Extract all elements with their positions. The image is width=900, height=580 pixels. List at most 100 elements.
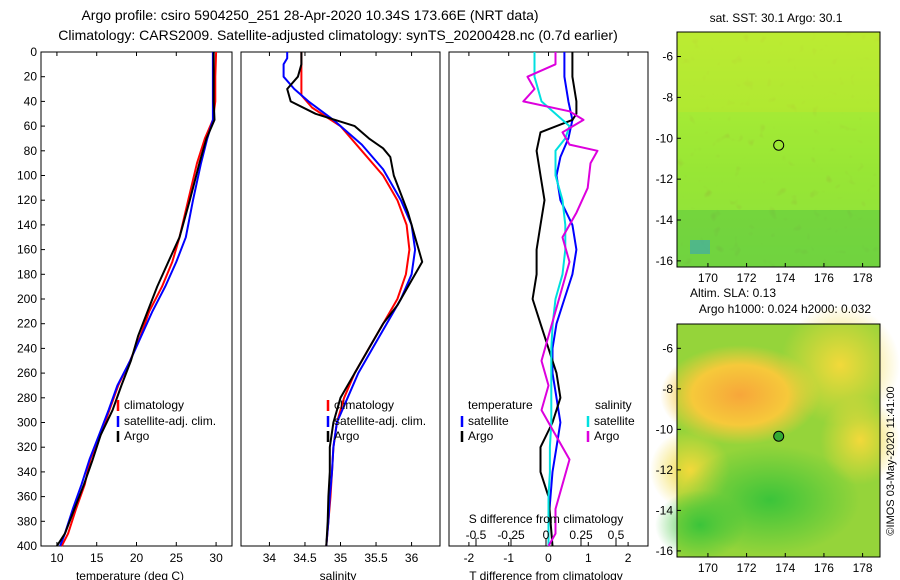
legend-label-climatology: climatology bbox=[124, 398, 184, 412]
map-y-tick-label: -14 bbox=[656, 503, 674, 517]
difference-plot-frame bbox=[448, 51, 649, 547]
map-y-tick-label: -8 bbox=[662, 90, 673, 104]
salinity-xlabel: salinity bbox=[320, 569, 357, 580]
y-tick-label: 240 bbox=[17, 341, 37, 355]
x-tick-label: 35 bbox=[334, 551, 348, 565]
map-x-tick-label: 176 bbox=[814, 561, 834, 575]
s-tick-label: -0.5 bbox=[466, 528, 487, 542]
y-tick-label: 20 bbox=[24, 70, 38, 84]
map-y-tick-label: -14 bbox=[656, 213, 674, 227]
legend-label-argo: Argo bbox=[124, 429, 150, 443]
legend-label-climatology: climatology bbox=[334, 398, 394, 412]
map-y-tick-label: -16 bbox=[656, 254, 674, 268]
y-tick-label: 280 bbox=[17, 391, 37, 405]
sla-map-panel: Altim. SLA: 0.13 Argo h1000: 0.024 h2000… bbox=[650, 286, 900, 575]
salinity-panel: 34 34.5 35 35.5 36 climatology satellite-adj… bbox=[240, 51, 441, 580]
y-tick-label: 140 bbox=[17, 218, 37, 232]
x-tick-label: 35.5 bbox=[364, 551, 388, 565]
x-tick-label: 0 bbox=[545, 551, 552, 565]
sla-map-title: Altim. SLA: 0.13 bbox=[690, 286, 776, 300]
y-tick-label: 40 bbox=[24, 94, 38, 108]
x-tick-label: -2 bbox=[464, 551, 475, 565]
difference-legend: temperature salinity satellite Argo sate… bbox=[460, 398, 635, 443]
legend-title-temperature: temperature bbox=[468, 398, 533, 412]
x-tick-label: 10 bbox=[50, 551, 64, 565]
y-tick-label: 0 bbox=[30, 45, 37, 59]
sst-float-marker bbox=[773, 139, 785, 151]
x-tick-label: 30 bbox=[209, 551, 223, 565]
x-tick-label: 15 bbox=[90, 551, 104, 565]
map-x-tick-label: 178 bbox=[853, 561, 873, 575]
map-y-tick-label: -10 bbox=[656, 422, 674, 436]
title-line-2: Climatology: CARS2009. Satellite-adjuste… bbox=[58, 27, 618, 43]
x-tick-label: 2 bbox=[625, 551, 632, 565]
sla-map-frame bbox=[676, 323, 881, 558]
series-line-t-satellite bbox=[547, 52, 578, 546]
sla-float-marker bbox=[773, 430, 785, 442]
y-tick-label: 220 bbox=[17, 317, 37, 331]
y-tick-label: 200 bbox=[17, 292, 37, 306]
y-tick-label: 60 bbox=[24, 119, 38, 133]
map-x-tick-label: 178 bbox=[853, 271, 873, 285]
y-tick-label: 80 bbox=[24, 144, 38, 158]
y-tick-label: 160 bbox=[17, 243, 37, 257]
map-y-tick-label: -6 bbox=[662, 50, 673, 64]
salinity-legend: climatology satellite-adj. clim. Argo bbox=[326, 398, 426, 443]
x-tick-label: 34.5 bbox=[293, 551, 317, 565]
legend-label-s-satellite: satellite bbox=[594, 414, 635, 428]
y-tick-label: 260 bbox=[17, 366, 37, 380]
legend-label-t-argo: Argo bbox=[468, 429, 494, 443]
series-line-argo bbox=[56, 52, 216, 547]
x-tick-label: -1 bbox=[503, 551, 514, 565]
legend-title-salinity: salinity bbox=[595, 398, 632, 412]
y-tick-label: 300 bbox=[17, 416, 37, 430]
y-tick-label: 320 bbox=[17, 440, 37, 454]
s-tick-label: -0.25 bbox=[497, 528, 525, 542]
salinity-plot-frame bbox=[240, 51, 441, 547]
temperature-panel: 0 20 40 60 80 100 120 140 160 180 200 220 240 260 280 3… bbox=[17, 45, 453, 580]
map-y-tick-label: -10 bbox=[656, 131, 674, 145]
series-line-s-satellite bbox=[533, 52, 571, 546]
map-x-tick-label: 172 bbox=[737, 271, 757, 285]
s-difference-label: S difference from climatology bbox=[469, 512, 624, 526]
x-tick-label: 25 bbox=[170, 551, 184, 565]
legend-label-t-satellite: satellite bbox=[468, 414, 509, 428]
x-tick-label: 1 bbox=[585, 551, 592, 565]
temperature-legend: climatology satellite-adj. clim. Argo bbox=[116, 398, 216, 443]
legend-label-s-argo: Argo bbox=[594, 429, 620, 443]
series-line-s-argo bbox=[522, 52, 599, 547]
difference-xlabel: T difference from climatology bbox=[469, 569, 623, 580]
x-tick-label: 20 bbox=[130, 551, 144, 565]
legend-label-argo: Argo bbox=[334, 429, 360, 443]
legend-label-satellite: satellite-adj. clim. bbox=[124, 414, 216, 428]
y-tick-label: 180 bbox=[17, 267, 37, 281]
map-x-tick-label: 174 bbox=[775, 271, 795, 285]
s-tick-label: 0.5 bbox=[608, 528, 625, 542]
map-x-tick-label: 172 bbox=[737, 561, 757, 575]
y-tick-label: 340 bbox=[17, 465, 37, 479]
sst-map-title: sat. SST: 30.1 Argo: 30.1 bbox=[710, 11, 843, 25]
sst-map-field bbox=[677, 32, 880, 267]
series-line-satellite-adj-clim- bbox=[282, 52, 417, 547]
map-x-tick-label: 174 bbox=[775, 561, 795, 575]
map-x-tick-label: 170 bbox=[698, 271, 718, 285]
map-y-tick-label: -6 bbox=[662, 341, 673, 355]
map-y-tick-label: -16 bbox=[656, 544, 674, 558]
map-y-tick-label: -12 bbox=[656, 172, 674, 186]
imos-credit: ©IMOS 03-May-2020 11:41:00 bbox=[885, 386, 897, 535]
sla-map-field bbox=[650, 305, 900, 560]
y-tick-label: 380 bbox=[17, 514, 37, 528]
map-x-tick-label: 176 bbox=[814, 271, 834, 285]
difference-panel: -2 -1 0 1 2 temperature salinity satellite A… bbox=[448, 51, 649, 580]
title-line-1: Argo profile: csiro 5904250_251 28-Apr-2… bbox=[81, 7, 538, 23]
series-line-t-argo bbox=[531, 52, 578, 547]
temperature-plot-frame bbox=[40, 51, 233, 547]
legend-label-satellite: satellite-adj. clim. bbox=[334, 414, 426, 428]
y-tick-label: 100 bbox=[17, 169, 37, 183]
series-line-argo bbox=[286, 52, 424, 547]
x-tick-label: 34 bbox=[263, 551, 277, 565]
y-tick-label: 400 bbox=[17, 539, 37, 553]
sst-map-panel: sat. SST: 30.1 Argo: 30.1 170 172 174 176 17… bbox=[656, 11, 881, 285]
s-tick-label: 0 bbox=[543, 528, 550, 542]
